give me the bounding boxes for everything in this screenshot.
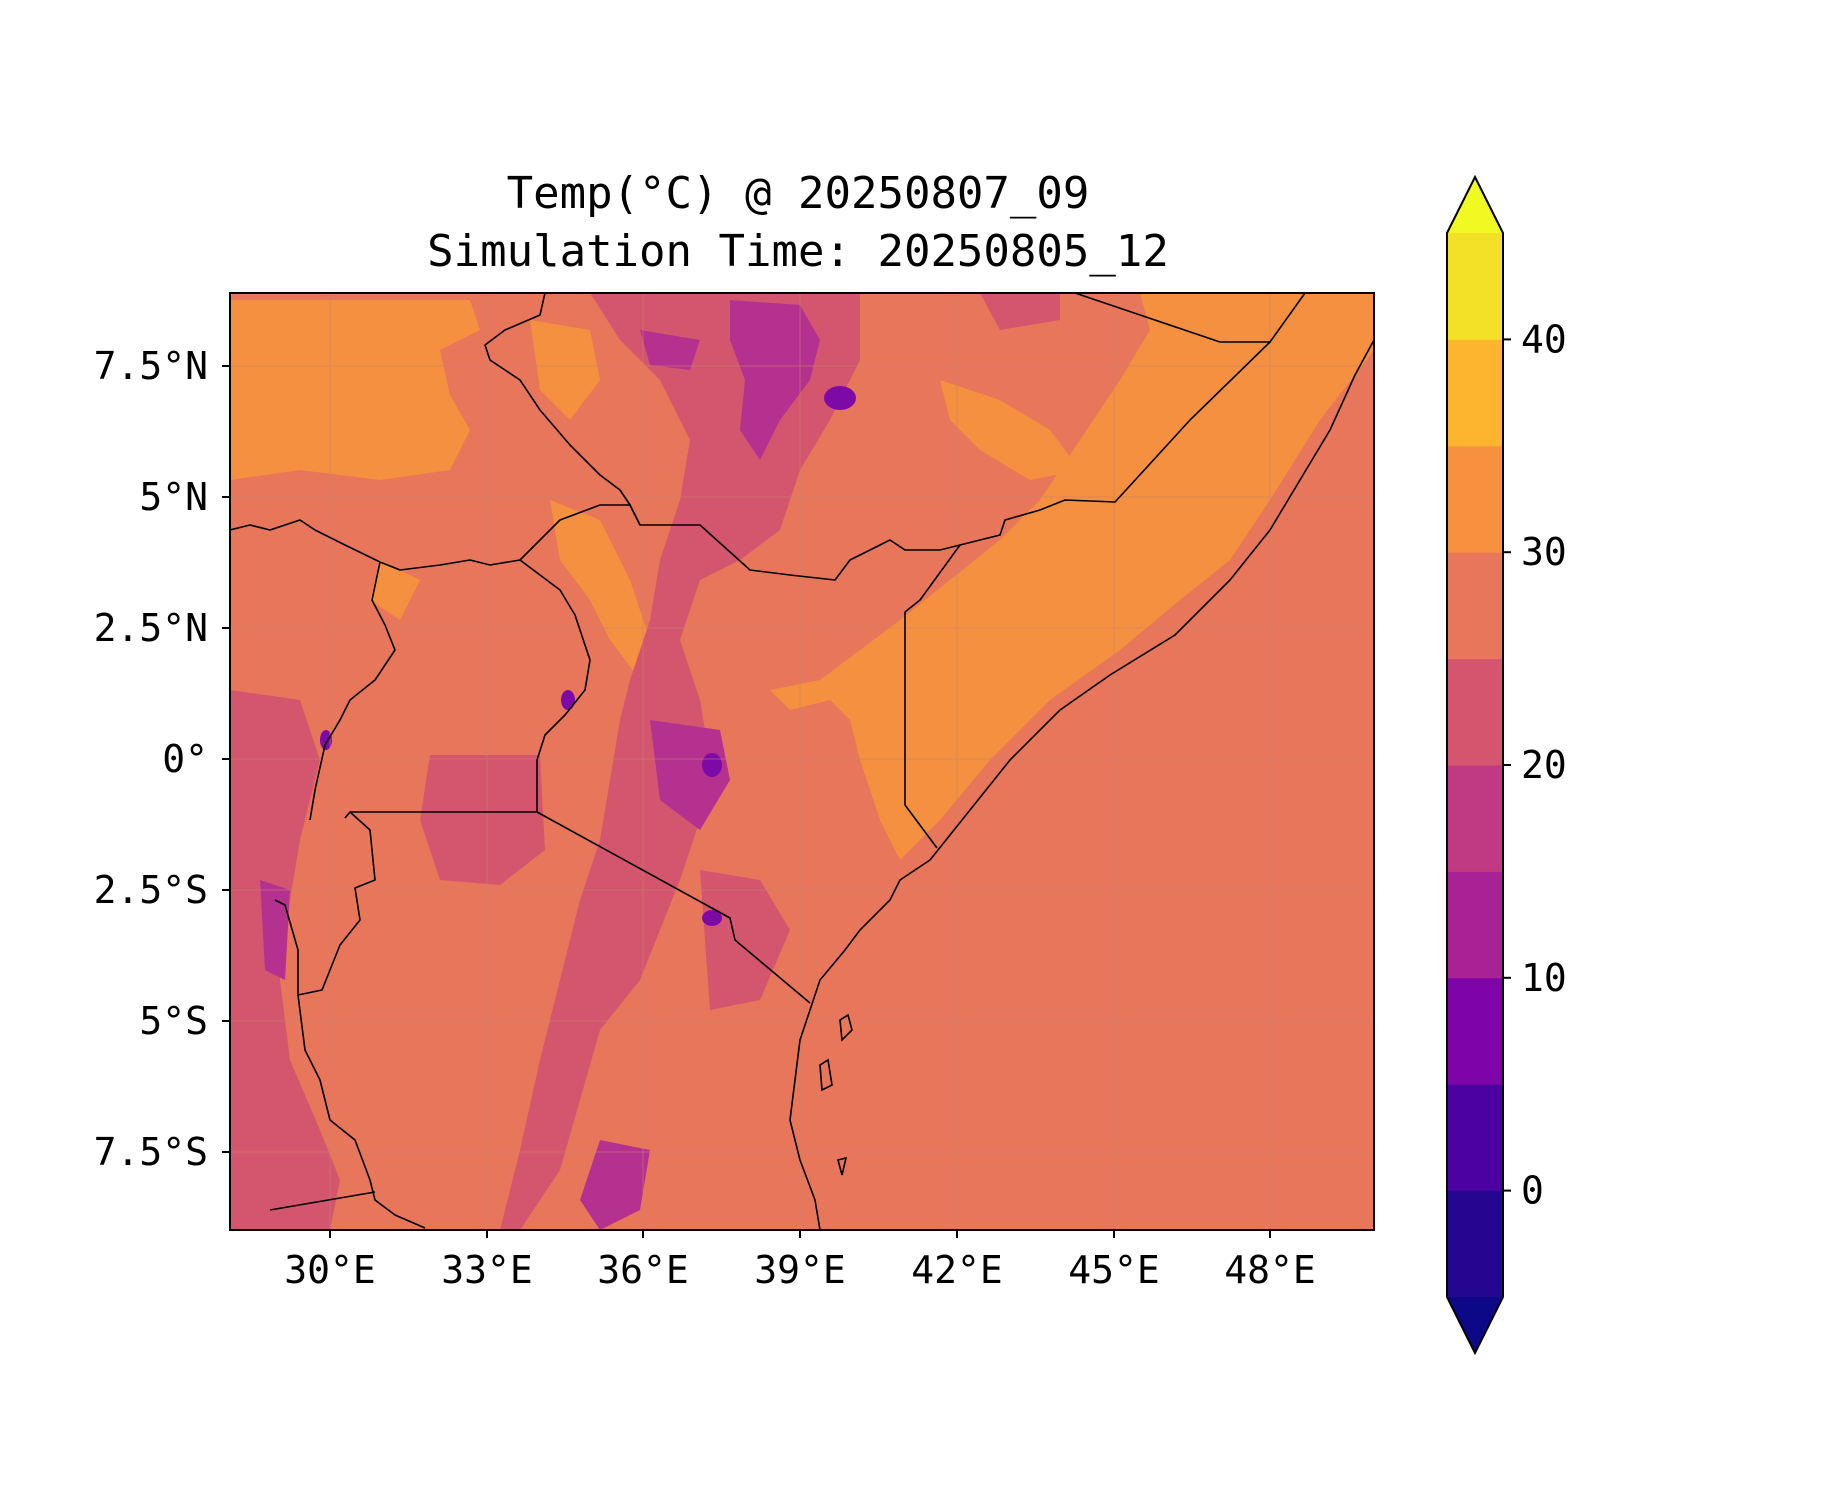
cool-region-north — [980, 293, 1060, 330]
cool-region-lake-victoria — [420, 755, 545, 885]
border-ethiopia — [484, 293, 1271, 581]
y-tick-label: 7.5°S — [94, 1130, 208, 1174]
warm-region-somalia — [770, 293, 1374, 860]
x-tick-label: 36°E — [597, 1248, 689, 1292]
colorbar-band — [1447, 1190, 1503, 1298]
cold-spot-kilimanjaro — [702, 910, 722, 926]
x-tick-label: 48°E — [1224, 1248, 1316, 1292]
cool-region-kilimanjaro — [700, 870, 790, 1010]
warm-region-east-ethiopia — [940, 380, 1080, 480]
country-borders — [230, 293, 1374, 1230]
cold-region-tanganyika — [260, 880, 290, 980]
border-uganda-drc — [309, 561, 396, 821]
y-tick-label: 5°S — [139, 999, 208, 1043]
map-panel — [230, 293, 1374, 1230]
x-tick-label: 30°E — [284, 1248, 376, 1292]
colorbar-extend-low — [1447, 1297, 1503, 1353]
x-tick-label: 33°E — [441, 1248, 533, 1292]
warm-region-nw — [230, 300, 480, 480]
cold-spot-ethiopia — [824, 386, 856, 410]
colorbar-tick-label: 10 — [1521, 956, 1567, 1000]
colorbar-tick-label: 40 — [1521, 317, 1567, 361]
y-axis: 7.5°N 5°N 2.5°N 0° 2.5°S 5°S 7.5°S — [94, 344, 230, 1174]
island-mafia — [837, 1156, 848, 1176]
cold-region-ethiopia-2 — [640, 330, 700, 370]
y-tick-label: 0° — [162, 737, 208, 781]
colorbar-band — [1447, 1084, 1503, 1192]
colorbar-band — [1447, 871, 1503, 979]
cold-region-kenya-highlands — [650, 720, 730, 830]
cold-region-south — [580, 1140, 650, 1230]
islands — [819, 1013, 853, 1176]
border-zambia — [269, 1191, 376, 1211]
border-tanzania-west — [297, 994, 426, 1229]
colorbar-band — [1447, 233, 1503, 340]
colorbar-band — [1447, 445, 1503, 553]
border-south-sudan — [230, 504, 641, 571]
warm-region-uganda — [370, 560, 420, 620]
y-tick-label: 7.5°N — [94, 344, 208, 388]
cold-regions — [260, 300, 820, 1230]
island-pemba — [839, 1013, 853, 1042]
colorbar-band — [1447, 977, 1503, 1085]
colorbar-extend-high — [1447, 177, 1503, 233]
colorbar-tick-label: 20 — [1521, 743, 1567, 787]
cool-region-west — [230, 690, 340, 1230]
border-ethiopia-djibouti — [1074, 293, 1306, 343]
border-uganda — [344, 559, 591, 819]
y-tick-label: 2.5°S — [94, 868, 208, 912]
cold-region-ethiopia — [730, 300, 820, 460]
colorbar-band — [1447, 339, 1503, 447]
colorbar-tick-label: 0 — [1521, 1169, 1544, 1213]
cold-spot-mt-kenya — [702, 753, 722, 777]
title-line-1: Temp(°C) @ 20250807_09 — [507, 168, 1090, 219]
colorbar-outline — [1446, 174, 1504, 1356]
x-tick-label: 45°E — [1068, 1248, 1160, 1292]
colorbar-band — [1447, 552, 1503, 660]
island-zanzibar — [819, 1058, 833, 1092]
colorbar-band — [1447, 765, 1503, 872]
border-rwanda-burundi — [274, 811, 376, 996]
coastline — [789, 339, 1374, 1230]
border-kenya-somalia — [904, 544, 961, 849]
cold-spot-rwenzori — [320, 730, 332, 750]
x-tick-label: 39°E — [754, 1248, 846, 1292]
warm-region-south-sudan — [530, 320, 600, 420]
border-kenya-tanzania — [536, 811, 811, 1004]
colorbar-tick-label: 30 — [1521, 530, 1567, 574]
x-axis: 30°E 33°E 36°E 39°E 42°E 45°E 48°E — [284, 1230, 1316, 1292]
map-gridlines — [230, 293, 1374, 1230]
y-tick-label: 2.5°N — [94, 606, 208, 650]
colorbar: 0 10 20 30 40 — [1446, 174, 1567, 1356]
x-tick-label: 42°E — [911, 1248, 1003, 1292]
colorbar-band — [1447, 658, 1503, 766]
title-line-2: Simulation Time: 20250805_12 — [427, 226, 1169, 277]
y-tick-label: 5°N — [139, 475, 208, 519]
map-frame — [229, 292, 1375, 1231]
cold-spot-elgon — [561, 690, 575, 710]
